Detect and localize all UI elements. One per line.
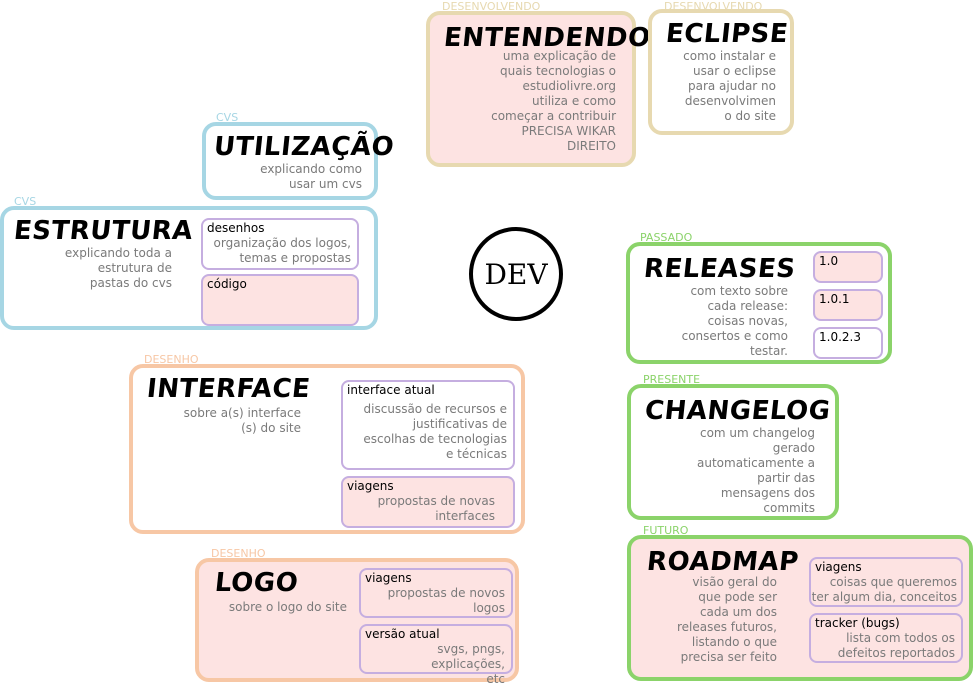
node-description: visão geral do que pode ser cada um dos rel…: [676, 575, 777, 664]
node-title: ESTRUTURA: [12, 216, 195, 246]
subnode-text: lista com todos os defeitos reportados: [837, 631, 955, 660]
node-description: com texto sobre cada release: coisas novas…: [681, 284, 788, 358]
subnode-viagens[interactable]: viagens propostas de novos logos: [359, 568, 513, 618]
subnode-label: viagens: [365, 571, 412, 585]
subnode-label: código: [207, 277, 247, 291]
category-label: DESENVOLVENDO: [442, 0, 541, 13]
subnode-text: propostas de novos logos: [387, 586, 505, 615]
node-interface[interactable]: INTERFACE sobre a(s) interface (s) do sit…: [129, 364, 525, 534]
node-roadmap[interactable]: ROADMAP visão geral do que pode ser cada u…: [627, 535, 973, 681]
center-label: DEV: [484, 257, 548, 291]
node-description: como instalar e usar o eclipse para ajudar…: [683, 49, 776, 123]
node-logo[interactable]: LOGO sobre o logo do site viagens propos…: [195, 558, 519, 686]
center-node: DEV: [469, 227, 563, 321]
node-releases[interactable]: RELEASES com texto sobre cada release: coi…: [626, 242, 892, 364]
subnode-label: desenhos: [207, 221, 265, 235]
subnode-tracker[interactable]: tracker (bugs) lista com todos os defeito…: [809, 613, 963, 663]
node-eclipse[interactable]: ECLIPSE como instalar e usar o eclipse par…: [648, 9, 794, 135]
node-entendendo[interactable]: ENTENDENDO uma explicação de quais tecnol…: [426, 11, 652, 167]
node-changelog[interactable]: CHANGELOG com um changelog gerado automati…: [627, 384, 839, 520]
subnode-label: 1.0: [819, 254, 839, 268]
category-label: CVS: [14, 195, 37, 208]
subnode-label: versão atual: [365, 627, 440, 641]
subnode-label: 1.0.1: [819, 292, 850, 306]
node-title: CHANGELOG: [643, 396, 832, 426]
subnode-text: propostas de novas interfaces: [377, 494, 495, 523]
node-description: uma explicação de quais tecnologias o estu…: [491, 49, 616, 153]
node-title: INTERFACE: [145, 374, 312, 404]
category-label: DESENHO: [211, 547, 266, 560]
node-utilizacao[interactable]: UTILIZAÇÃO explicando como usar um cvs: [202, 122, 396, 200]
node-title: ECLIPSE: [664, 19, 790, 49]
subnode-release[interactable]: 1.0.2.3: [813, 327, 883, 359]
node-title: ROADMAP: [645, 547, 801, 577]
subnode-viagens[interactable]: viagens propostas de novas interfaces: [341, 476, 515, 528]
category-label: PRESENTE: [643, 373, 701, 386]
node-description: explicando toda a estrutura de pastas do c…: [64, 246, 172, 290]
subnode-text: discussão de recursos e justificativas de…: [363, 402, 507, 461]
subnode-desenhos[interactable]: desenhos organização dos logos, temas e p…: [201, 218, 359, 270]
node-description: explicando como usar um cvs: [260, 162, 362, 191]
node-title: UTILIZAÇÃO: [212, 132, 396, 162]
subnode-label: interface atual: [347, 383, 435, 397]
subnode-label: viagens: [815, 560, 862, 574]
category-label: PASSADO: [640, 231, 693, 244]
subnode-label: viagens: [347, 479, 394, 493]
subnode-text: svgs, pngs, explicações, etc: [431, 642, 505, 686]
subnode-release[interactable]: 1.0.1: [813, 289, 883, 321]
node-title: RELEASES: [642, 254, 798, 284]
subnode-text: coisas que queremos ter algum dia, concei…: [811, 575, 957, 604]
subnode-viagens[interactable]: viagens coisas que queremos ter algum dia…: [809, 557, 963, 607]
category-label: CVS: [216, 111, 239, 124]
subnode-release[interactable]: 1.0: [813, 251, 883, 283]
category-label: FUTURO: [643, 524, 689, 537]
node-estrutura[interactable]: ESTRUTURA explicando toda a estrutura de p…: [0, 206, 378, 330]
node-description: sobre o logo do site: [228, 600, 347, 614]
node-title: LOGO: [213, 568, 300, 598]
subnode-label: 1.0.2.3: [819, 330, 861, 344]
subnode-versao-atual[interactable]: versão atual svgs, pngs, explicações, etc: [359, 624, 513, 686]
subnode-label: tracker (bugs): [815, 616, 900, 630]
node-description: sobre a(s) interface (s) do site: [183, 406, 301, 435]
subnode-text: organização dos logos, temas e propostas: [213, 236, 351, 265]
subnode-codigo[interactable]: código: [201, 274, 359, 326]
category-label: DESENHO: [144, 353, 199, 366]
